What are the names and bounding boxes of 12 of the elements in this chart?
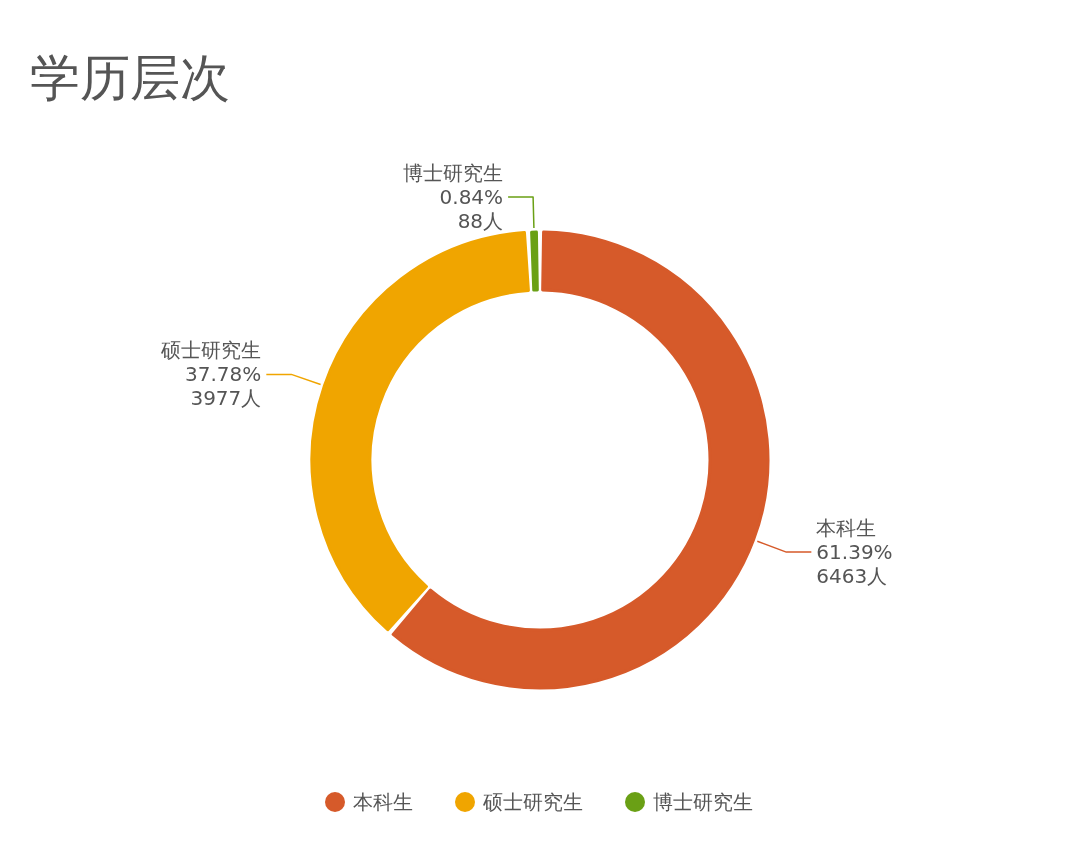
chart-title: 学历层次 [30,49,230,107]
legend-label: 硕士研究生 [482,790,583,814]
legend-label: 本科生 [353,790,413,814]
donut-slice [391,230,770,690]
donut-slice [310,231,530,632]
slice-label: 博士研究生 [403,161,504,186]
legend-label: 博士研究生 [653,790,753,814]
data-label: 0.84% 88人 [439,185,504,234]
data-label: 37.78% 3977人 [185,362,262,411]
slice-label: 本科生 [816,516,877,541]
slice-label: 硕士研究生 [160,338,262,363]
data-label: 61.39% 6463人 [816,540,893,589]
